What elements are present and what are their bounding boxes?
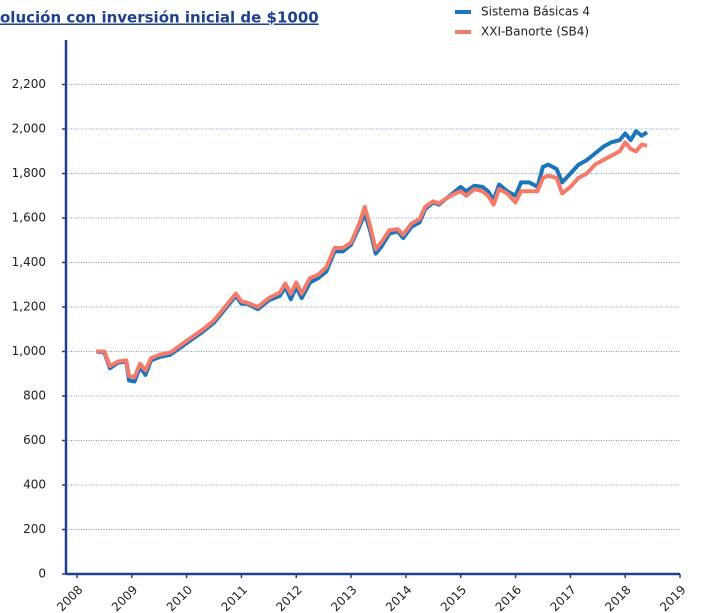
y-tick-label: 400	[23, 478, 46, 492]
x-tick-label: 2017	[547, 583, 578, 613]
x-tick-label: 2009	[109, 583, 140, 613]
y-tick-label: 0	[38, 567, 46, 581]
x-tick-label: 2011	[219, 583, 250, 613]
x-tick-label: 2015	[438, 583, 469, 613]
x-tick-label: 2010	[164, 583, 195, 613]
series-line	[96, 140, 648, 380]
y-tick-label: 1,400	[12, 255, 46, 269]
y-tick-label: 600	[23, 433, 46, 447]
y-tick-label: 800	[23, 389, 46, 403]
x-tick-label: 2019	[657, 583, 688, 613]
x-tick-label: 2008	[54, 583, 85, 613]
legend-label: Sistema Básicas 4	[481, 5, 590, 19]
legend-label: XXI-Banorte (SB4)	[481, 25, 589, 39]
x-tick-label: 2016	[493, 583, 524, 613]
x-tick-label: 2018	[602, 583, 633, 613]
y-tick-label: 1,800	[12, 166, 46, 180]
x-tick-label: 2014	[383, 583, 414, 613]
x-tick-label: 2012	[273, 583, 304, 613]
series-line	[95, 129, 649, 384]
y-tick-label: 200	[23, 522, 46, 536]
chart-title: olución con inversión inicial de $1000	[0, 9, 319, 27]
x-tick-label: 2013	[328, 583, 359, 613]
y-tick-label: 1,600	[12, 211, 46, 225]
y-tick-label: 1,000	[12, 344, 46, 358]
y-tick-label: 2,200	[12, 77, 46, 91]
y-tick-label: 2,000	[12, 122, 46, 136]
y-tick-label: 1,200	[12, 300, 46, 314]
